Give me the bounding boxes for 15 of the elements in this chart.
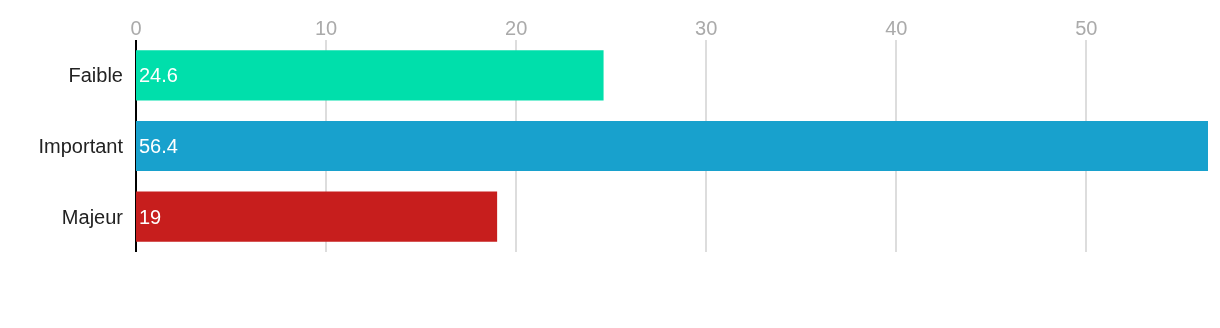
y-tick-label: Faible: [68, 64, 123, 87]
x-tick-label: 40: [885, 17, 908, 39]
bar: [136, 50, 604, 101]
y-tick-label: Majeur: [61, 205, 124, 228]
x-tick-label: 20: [505, 17, 528, 39]
x-tick-label: 50: [1075, 17, 1098, 39]
bar: [136, 120, 1208, 172]
data-label: 19: [139, 205, 162, 228]
data-label: 56.4: [139, 135, 178, 157]
x-tick-label: 30: [695, 17, 718, 39]
data-label: 24.6: [139, 64, 178, 87]
x-tick-label: 10: [314, 17, 338, 39]
x-tick-label: 0: [130, 17, 142, 39]
y-tick-label: Important: [38, 135, 124, 157]
bar: [136, 191, 498, 242]
